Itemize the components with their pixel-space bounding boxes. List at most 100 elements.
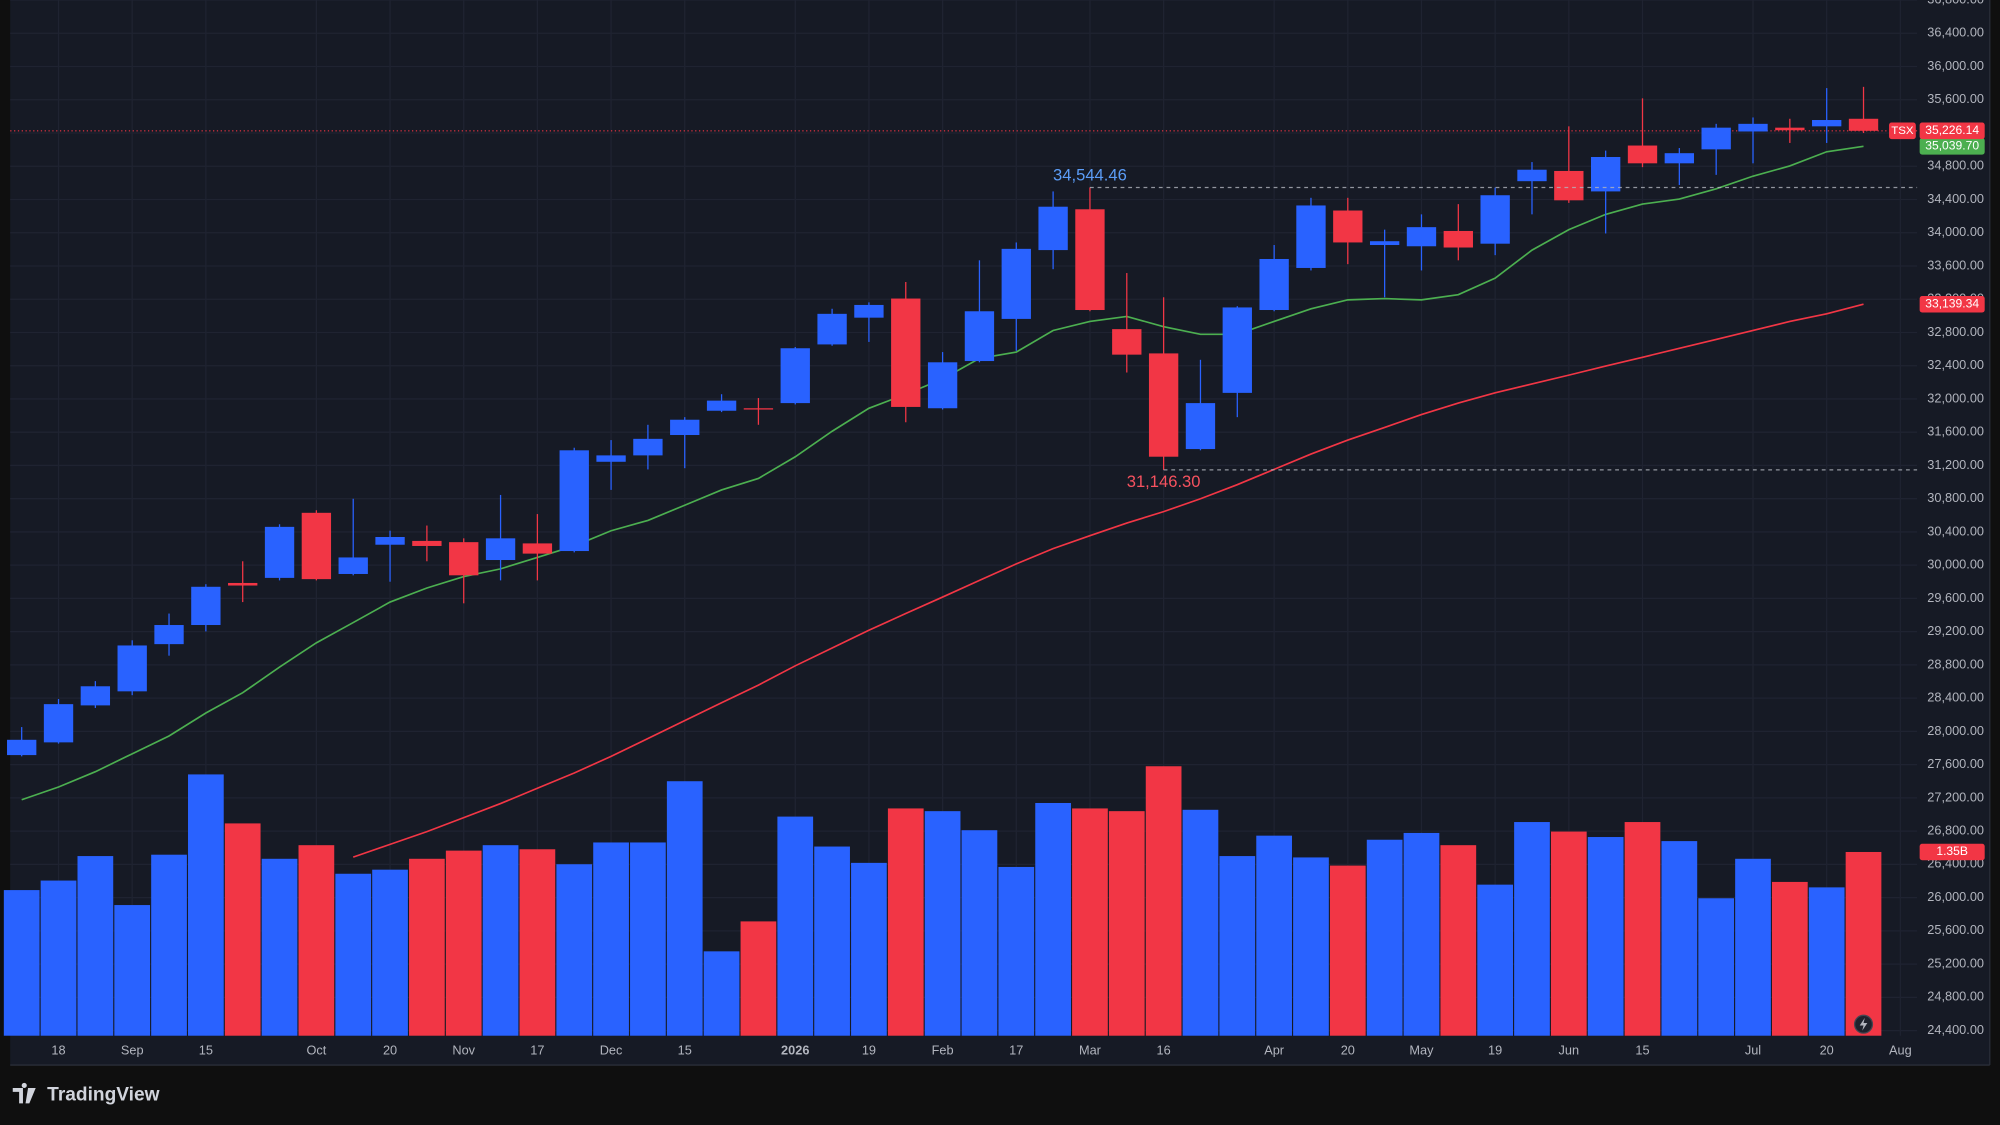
candle-body bbox=[522, 543, 553, 554]
volume-bar bbox=[887, 808, 924, 1036]
candle-body bbox=[449, 542, 479, 576]
candle-body bbox=[743, 408, 774, 410]
candle-body bbox=[1775, 127, 1805, 131]
y-tick-label: 32,800.00 bbox=[1927, 324, 1984, 339]
extreme-label: 34,544.46 bbox=[1053, 165, 1127, 184]
moving-average-line bbox=[352, 303, 1864, 858]
volume-bar bbox=[1440, 845, 1477, 1036]
x-tick-label: 20 bbox=[1341, 1042, 1355, 1057]
volume-bar bbox=[1550, 831, 1587, 1036]
candle-body bbox=[1812, 120, 1842, 127]
last-price-label: 35,226.14 bbox=[1925, 123, 1979, 137]
y-tick-label: 32,000.00 bbox=[1927, 390, 1984, 405]
axes: 24,400.00 24,800.00 25,200.00 25,600.00 26,0… bbox=[51, 0, 1985, 1057]
volume-bar bbox=[998, 866, 1035, 1036]
volume-bar bbox=[556, 864, 593, 1036]
y-tick-label: 31,200.00 bbox=[1927, 457, 1984, 472]
y-tick-label: 28,000.00 bbox=[1927, 723, 1984, 738]
candle-body bbox=[706, 400, 737, 411]
volume-bar bbox=[1182, 809, 1219, 1036]
volume-bar bbox=[1514, 822, 1550, 1036]
volume-bar bbox=[40, 880, 77, 1036]
volume-bar bbox=[77, 856, 114, 1036]
volume-bar bbox=[1587, 837, 1624, 1036]
candle-body bbox=[891, 298, 921, 407]
candle-body bbox=[1333, 210, 1363, 243]
x-tick-label: 15 bbox=[199, 1042, 213, 1057]
x-tick-label: 17 bbox=[1009, 1042, 1023, 1057]
candle-body bbox=[191, 586, 221, 626]
volume-bar bbox=[703, 951, 740, 1036]
candle-body bbox=[927, 362, 958, 409]
series-last-value-box bbox=[1919, 295, 1985, 313]
y-tick-label: 34,400.00 bbox=[1927, 191, 1984, 206]
candle-body bbox=[1148, 353, 1179, 457]
series-last-value: 33,139.34 bbox=[1925, 296, 1979, 310]
candle-body bbox=[1112, 329, 1142, 355]
x-tick-label: 19 bbox=[862, 1042, 876, 1057]
volume-bar bbox=[1145, 766, 1182, 1036]
volume-bar bbox=[409, 858, 445, 1036]
logo-icon bbox=[12, 1082, 36, 1104]
y-tick-label: 36,000.00 bbox=[1927, 58, 1984, 73]
x-tick-label: Apr bbox=[1264, 1042, 1285, 1057]
x-tick-label: 18 bbox=[51, 1042, 65, 1057]
candle-body bbox=[780, 348, 810, 404]
volume-bar bbox=[3, 890, 40, 1036]
candle-body bbox=[596, 455, 626, 462]
volume-bar bbox=[261, 858, 298, 1036]
volume-bar bbox=[961, 830, 998, 1036]
y-tick-label: 35,600.00 bbox=[1927, 91, 1984, 106]
y-tick-label: 27,600.00 bbox=[1927, 756, 1984, 771]
candle-body bbox=[1701, 127, 1731, 150]
candle-body bbox=[154, 625, 184, 645]
candle-body bbox=[1848, 118, 1879, 131]
volume-bar bbox=[593, 842, 629, 1036]
candle-body bbox=[1554, 170, 1584, 201]
series-last-value: 35,039.70 bbox=[1925, 139, 1979, 153]
extreme-label: 31,146.30 bbox=[1127, 472, 1201, 491]
y-tick-label: 30,400.00 bbox=[1927, 523, 1984, 538]
volume-bar bbox=[482, 845, 519, 1036]
y-tick-label: 34,800.00 bbox=[1927, 158, 1984, 173]
candle-body bbox=[670, 419, 700, 436]
y-tick-label: 32,400.00 bbox=[1927, 357, 1984, 372]
volume-bar bbox=[1477, 884, 1514, 1036]
x-tick-label: Dec bbox=[600, 1042, 623, 1057]
y-tick-label: 27,200.00 bbox=[1927, 789, 1984, 804]
volume-bar bbox=[151, 854, 187, 1036]
candle-body bbox=[412, 540, 442, 546]
volume-bar bbox=[372, 869, 408, 1036]
volume-bar bbox=[519, 849, 556, 1036]
candle-body bbox=[964, 311, 995, 362]
y-tick-label: 29,200.00 bbox=[1927, 623, 1984, 638]
volume-last-value: 1.35B bbox=[1936, 844, 1968, 858]
x-tick-label: 20 bbox=[1820, 1042, 1834, 1057]
candle-body bbox=[1296, 205, 1326, 268]
candle-body bbox=[375, 536, 405, 545]
candle-body bbox=[1627, 145, 1658, 164]
y-tick-label: 36,400.00 bbox=[1927, 25, 1984, 40]
candle-body bbox=[1738, 123, 1768, 132]
symbol-label: TSX bbox=[1891, 125, 1914, 137]
candle-body bbox=[559, 450, 589, 552]
y-tick-label: 31,600.00 bbox=[1927, 424, 1984, 439]
y-tick-label: 28,800.00 bbox=[1927, 656, 1984, 671]
x-tick-label: 15 bbox=[678, 1042, 692, 1057]
candle-body bbox=[301, 512, 332, 580]
y-tick-label: 26,000.00 bbox=[1927, 889, 1984, 904]
y-tick-label: 36,800.00 bbox=[1927, 0, 1984, 6]
volume-bar bbox=[298, 845, 335, 1036]
volume-bar bbox=[1219, 856, 1256, 1036]
volume-last-value-box bbox=[1919, 843, 1985, 861]
volume-bar bbox=[1771, 881, 1808, 1036]
candle-body bbox=[1185, 403, 1216, 450]
candle-body bbox=[1369, 241, 1400, 246]
x-tick-label: 20 bbox=[383, 1042, 397, 1057]
volume-bar bbox=[1329, 865, 1366, 1036]
volume-bar bbox=[666, 781, 703, 1036]
candle-body bbox=[1443, 230, 1473, 248]
x-tick-label: Sep bbox=[121, 1042, 144, 1057]
